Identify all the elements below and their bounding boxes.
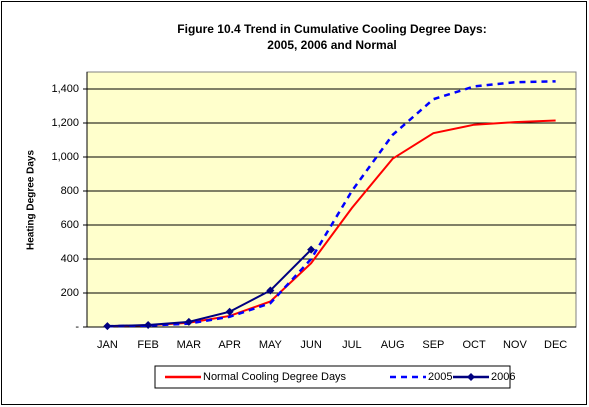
series-line bbox=[107, 80, 556, 328]
plot-area bbox=[86, 71, 577, 328]
data-point bbox=[266, 286, 275, 295]
legend-label: Normal Cooling Degree Days bbox=[203, 371, 347, 383]
x-tick-label: AUG bbox=[381, 339, 405, 351]
x-tick-label: JAN bbox=[97, 339, 118, 351]
legend-marker bbox=[467, 373, 475, 381]
chart-title: Figure 10.4 Trend in Cumulative Cooling … bbox=[177, 22, 486, 36]
data-point bbox=[307, 245, 316, 254]
y-axis-title: Heating Degree Days bbox=[26, 150, 37, 250]
y-tick-label: - bbox=[75, 321, 79, 333]
y-tick-label: 1,200 bbox=[51, 117, 79, 129]
x-tick-label: JUL bbox=[342, 339, 362, 351]
y-tick-label: 1,400 bbox=[51, 83, 79, 95]
x-tick-label: APR bbox=[218, 339, 241, 351]
data-point bbox=[184, 317, 193, 326]
chart-title: 2005, 2006 and Normal bbox=[267, 38, 396, 52]
x-tick-label: MAY bbox=[259, 339, 283, 351]
x-tick-label: OCT bbox=[463, 339, 487, 351]
x-tick-label: MAR bbox=[177, 339, 202, 351]
data-point bbox=[144, 320, 153, 329]
series-line bbox=[107, 248, 312, 328]
legend-box bbox=[154, 365, 511, 389]
y-tick-label: 600 bbox=[61, 219, 79, 231]
y-tick-label: 800 bbox=[61, 185, 79, 197]
data-point bbox=[225, 307, 234, 316]
y-tick-label: 400 bbox=[61, 253, 79, 265]
x-tick-label: DEC bbox=[544, 339, 567, 351]
y-tick-label: 200 bbox=[61, 287, 79, 299]
x-tick-label: FEB bbox=[137, 339, 158, 351]
x-tick-label: JUN bbox=[300, 339, 321, 351]
y-tick-label: 1,000 bbox=[51, 151, 79, 163]
legend-label: 2005 bbox=[428, 371, 452, 383]
x-tick-label: NOV bbox=[503, 339, 528, 351]
legend-label: 2006 bbox=[491, 371, 515, 383]
x-tick-label: SEP bbox=[422, 339, 444, 351]
legend: Normal Cooling Degree Days 2005 2006 bbox=[154, 365, 515, 389]
data-point bbox=[103, 322, 112, 331]
